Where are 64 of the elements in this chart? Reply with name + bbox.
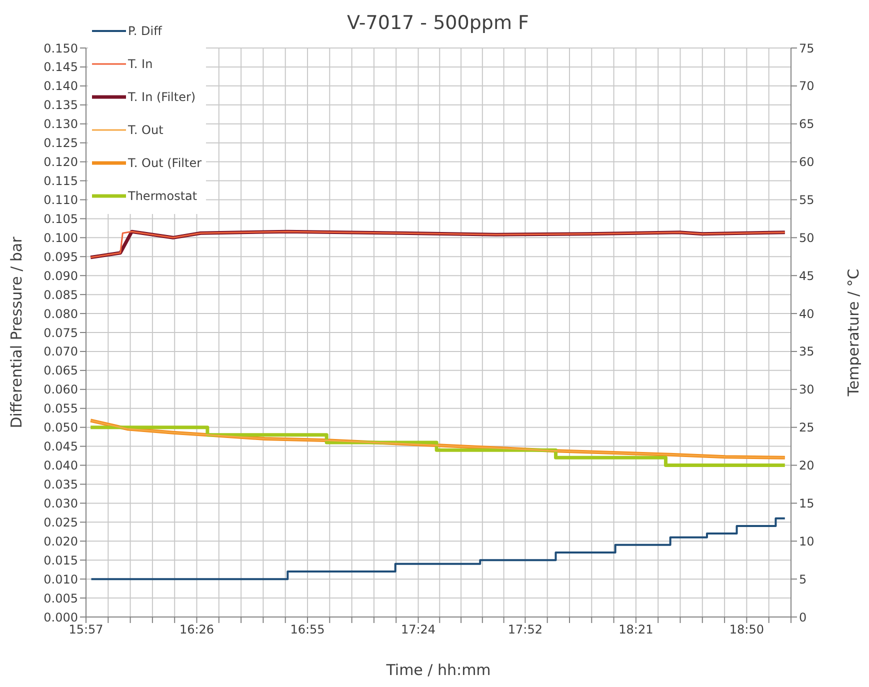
legend-label: T. Out xyxy=(128,122,164,136)
y-tick-label: 0.080 xyxy=(44,306,78,321)
y-tick-label: 0.110 xyxy=(44,192,78,207)
legend-label: P. Diff xyxy=(128,24,162,38)
y-tick-label: 0.060 xyxy=(44,382,78,397)
y2-tick-label: 5 xyxy=(799,572,807,586)
y-tick-label: 0.005 xyxy=(44,591,78,606)
y-tick-label: 0.055 xyxy=(44,402,78,416)
y-tick-label: 0.135 xyxy=(44,98,78,112)
y-tick-label: 0.150 xyxy=(44,41,78,56)
y2-tick-label: 75 xyxy=(799,41,814,56)
x-tick-label: 16:26 xyxy=(179,622,214,637)
y-tick-label: 0.120 xyxy=(44,155,78,170)
chart-title: V-7017 - 500ppm F xyxy=(346,12,530,34)
x-tick-label: 17:52 xyxy=(508,622,542,637)
y-tick-label: 0.025 xyxy=(44,515,78,530)
y-tick-label: 0.010 xyxy=(44,572,78,586)
y-tick-label: 0.015 xyxy=(44,553,78,568)
y-tick-label: 0.100 xyxy=(44,230,78,245)
x-tick-label: 17:24 xyxy=(400,622,436,637)
y2-axis-title: Temperature / °C xyxy=(844,268,862,398)
y2-tick-label: 40 xyxy=(799,306,814,321)
legend-label: T. In (Filter) xyxy=(128,90,196,104)
y-tick-label: 0.020 xyxy=(44,534,78,548)
y2-tick-label: 65 xyxy=(799,117,814,132)
y-tick-label: 0.040 xyxy=(44,458,78,473)
y-tick-label: 0.090 xyxy=(44,268,78,283)
y-tick-label: 0.065 xyxy=(44,364,78,378)
y2-tick-label: 50 xyxy=(799,230,814,245)
x-tick-label: 18:50 xyxy=(729,622,764,637)
y2-tick-label: 0 xyxy=(799,610,807,624)
y-tick-label: 0.035 xyxy=(44,477,78,492)
y-tick-label: 0.030 xyxy=(44,496,78,510)
y-tick-label: 0.115 xyxy=(44,174,78,188)
x-tick-label: 18:21 xyxy=(618,622,654,637)
y-tick-label: 0.105 xyxy=(44,212,78,226)
y-tick-label: 0.075 xyxy=(44,326,78,340)
y2-tick-label: 15 xyxy=(799,496,814,510)
y-tick-label: 0.145 xyxy=(44,60,78,74)
y2-tick-label: 25 xyxy=(799,420,814,435)
y-tick-label: 0.130 xyxy=(44,117,78,132)
y2-tick-label: 60 xyxy=(799,155,814,170)
legend-label: Thermostat xyxy=(128,188,198,202)
legend-label: T. In xyxy=(128,56,153,70)
y2-tick-label: 30 xyxy=(799,382,814,397)
y2-tick-label: 35 xyxy=(799,344,814,359)
legend-label: T. Out (Filter xyxy=(128,156,202,170)
y2-tick-label: 55 xyxy=(799,192,814,207)
y2-tick-label: 45 xyxy=(799,268,814,283)
y-tick-label: 0.125 xyxy=(44,136,78,150)
y-axis-title: Differential Pressure / bar xyxy=(7,236,26,428)
y-tick-label: 0.070 xyxy=(44,344,78,359)
y2-tick-label: 20 xyxy=(799,458,814,473)
x-tick-label: 15:57 xyxy=(68,622,104,637)
y-tick-label: 0.085 xyxy=(44,288,78,302)
x-tick-label: 16:55 xyxy=(290,622,325,637)
y-tick-label: 0.050 xyxy=(44,420,78,435)
y-tick-label: 0.045 xyxy=(44,440,78,454)
y-tick-label: 0.140 xyxy=(44,79,78,94)
y-tick-label: 0.095 xyxy=(44,250,78,264)
x-axis-title: Time / hh:mm xyxy=(385,661,491,679)
y-tick-label: 0.000 xyxy=(44,610,78,624)
y2-tick-label: 70 xyxy=(799,79,814,94)
y2-tick-label: 10 xyxy=(799,534,814,548)
